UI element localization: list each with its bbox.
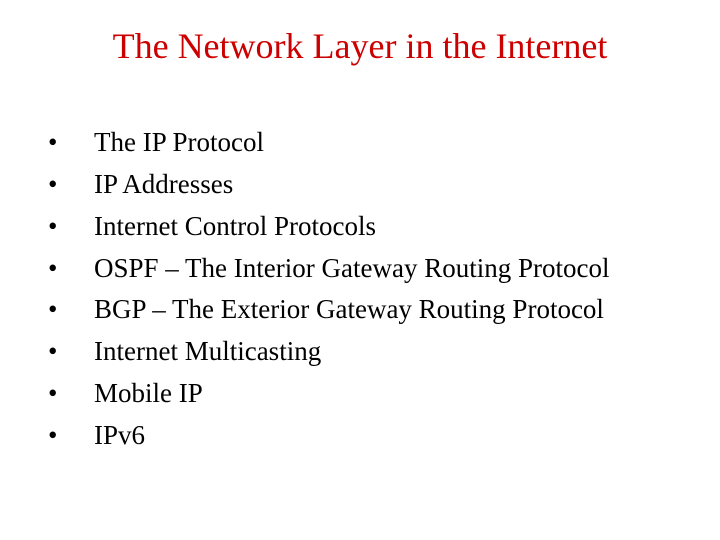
list-item: • The IP Protocol	[48, 122, 680, 164]
bullet-icon: •	[48, 122, 94, 164]
slide: The Network Layer in the Internet • The …	[0, 0, 720, 540]
list-item-text: Mobile IP	[94, 373, 680, 415]
slide-title: The Network Layer in the Internet	[40, 25, 680, 67]
list-item-text: Internet Control Protocols	[94, 206, 680, 248]
list-item-text: IPv6	[94, 415, 680, 457]
bullet-icon: •	[48, 206, 94, 248]
list-item-text: OSPF – The Interior Gateway Routing Prot…	[94, 248, 680, 290]
bullet-list: • The IP Protocol • IP Addresses • Inter…	[40, 122, 680, 457]
list-item-text: Internet Multicasting	[94, 331, 680, 373]
bullet-icon: •	[48, 248, 94, 290]
list-item-text: IP Addresses	[94, 164, 680, 206]
list-item: • Internet Multicasting	[48, 331, 680, 373]
list-item-text: BGP – The Exterior Gateway Routing Proto…	[94, 289, 680, 331]
list-item: • Mobile IP	[48, 373, 680, 415]
bullet-icon: •	[48, 373, 94, 415]
list-item: • IP Addresses	[48, 164, 680, 206]
list-item: • BGP – The Exterior Gateway Routing Pro…	[48, 289, 680, 331]
bullet-icon: •	[48, 289, 94, 331]
list-item: • OSPF – The Interior Gateway Routing Pr…	[48, 248, 680, 290]
list-item-text: The IP Protocol	[94, 122, 680, 164]
list-item: • IPv6	[48, 415, 680, 457]
bullet-icon: •	[48, 415, 94, 457]
bullet-icon: •	[48, 164, 94, 206]
bullet-icon: •	[48, 331, 94, 373]
list-item: • Internet Control Protocols	[48, 206, 680, 248]
